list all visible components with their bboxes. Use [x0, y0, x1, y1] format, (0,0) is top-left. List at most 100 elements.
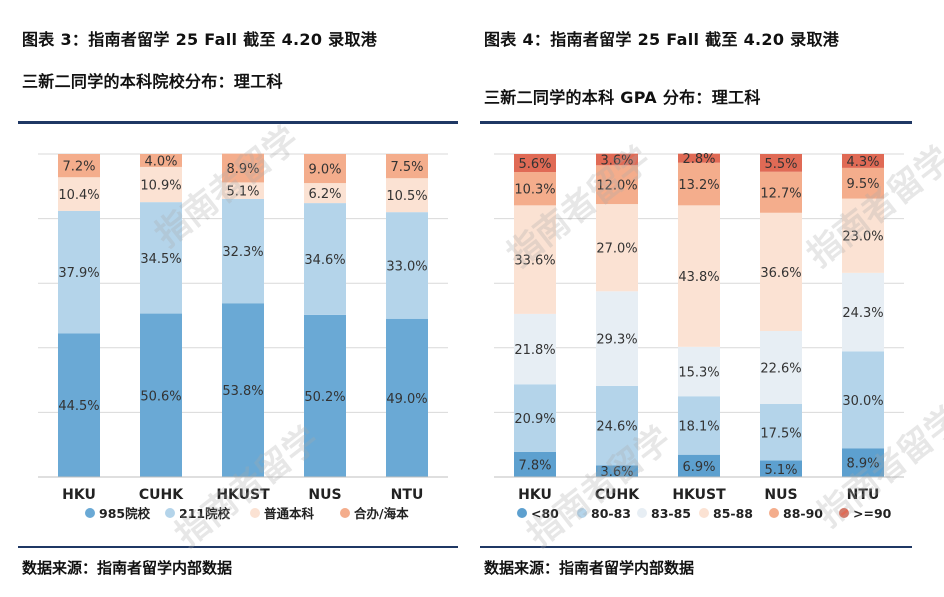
legend-label: 80-83: [591, 506, 631, 521]
chart-title-line1: 图表 4：指南者留学 25 Fall 截至 4.20 录取港: [484, 30, 840, 49]
bar-segment: [596, 204, 638, 292]
data-label: 7.2%: [62, 160, 95, 175]
data-label: 6.9%: [682, 460, 715, 475]
data-label: 18.1%: [678, 419, 719, 434]
bar-segment: [678, 454, 720, 477]
bar-segment: [514, 205, 556, 314]
data-label: 50.6%: [140, 389, 181, 404]
bar-segment: [760, 171, 802, 213]
category-tick-label: HKUST: [216, 487, 270, 503]
data-label: 37.9%: [58, 266, 99, 281]
bar-segment: [842, 448, 884, 477]
bar-segment: [596, 465, 638, 477]
data-source: 数据来源：指南者留学内部数据: [22, 559, 233, 577]
bar-segment: [386, 318, 428, 477]
data-label: 30.0%: [842, 394, 883, 409]
legend-label: >=90: [853, 506, 892, 521]
bar-segment: [760, 460, 802, 477]
bar-segment: [140, 202, 182, 314]
chart-title-line1: 图表 3：指南者留学 25 Fall 截至 4.20 录取港: [22, 30, 378, 49]
bar-segment: [514, 384, 556, 452]
bar-segment: [678, 346, 720, 397]
school-distribution-chart: 44.5% 37.9% 10.4% 7.2% HKU 50.6% 34.5% 10.9% 4.0…: [38, 153, 448, 521]
data-label: 29.3%: [596, 333, 637, 348]
bar-segment: [760, 154, 802, 172]
data-label: 50.2%: [304, 390, 345, 405]
data-label: 7.8%: [518, 458, 551, 473]
bar-segment: [678, 396, 720, 455]
bar-segment: [58, 177, 100, 211]
data-label: 9.0%: [308, 163, 341, 178]
legend-marker: [577, 508, 587, 518]
legend-marker: [340, 508, 350, 518]
legend-marker: [637, 508, 647, 518]
legend-label: 88-90: [783, 506, 823, 521]
bar-segment: [596, 291, 638, 386]
legend-label: 211院校: [179, 506, 231, 521]
bar-segment: [760, 404, 802, 461]
bar-segment: [140, 154, 182, 167]
data-label: 10.4%: [58, 188, 99, 203]
data-label: 49.0%: [386, 392, 427, 407]
data-label: 3.6%: [600, 465, 633, 480]
data-label: 22.6%: [760, 362, 801, 377]
bar-segment: [760, 331, 802, 405]
bar-segment: [842, 351, 884, 449]
bar-segment: [304, 314, 346, 477]
data-label: 10.5%: [386, 189, 427, 204]
data-label: 32.3%: [222, 245, 263, 260]
bar-segment: [222, 303, 264, 477]
data-label: 44.5%: [58, 399, 99, 414]
data-label: 9.5%: [846, 177, 879, 192]
legend-label: 85-88: [713, 506, 753, 521]
data-label: 4.0%: [144, 154, 177, 169]
category-tick-label: CUHK: [139, 487, 184, 503]
bar-segment: [140, 313, 182, 477]
bar-segment: [514, 451, 556, 477]
data-label: 27.0%: [596, 242, 637, 257]
data-label: 34.5%: [140, 252, 181, 267]
data-label: 2.8%: [682, 152, 715, 167]
bar-segment: [842, 272, 884, 352]
bar-segment: [678, 205, 720, 347]
category-tick-label: NTU: [847, 487, 880, 503]
legend-marker: [699, 508, 709, 518]
data-label: 12.7%: [760, 186, 801, 201]
data-label: 5.5%: [764, 157, 797, 172]
data-label: 15.3%: [678, 366, 719, 381]
data-source: 数据来源：指南者留学内部数据: [484, 559, 695, 577]
data-label: 12.0%: [596, 179, 637, 194]
bar-segment: [514, 154, 556, 173]
legend-label: 普通本科: [264, 506, 315, 521]
left-panel: 图表 3：指南者留学 25 Fall 截至 4.20 录取港 三新二同学的本科院…: [18, 30, 458, 577]
legend-label: 合办/海本: [354, 506, 409, 521]
bar-segment: [678, 162, 720, 206]
legend-label: 83-85: [651, 506, 691, 521]
data-label: 8.9%: [226, 162, 259, 177]
bottom-rule: [18, 546, 458, 548]
category-tick-label: HKU: [62, 487, 96, 503]
data-label: 23.0%: [842, 230, 883, 245]
data-label: 13.2%: [678, 178, 719, 193]
bar-segment: [842, 167, 884, 199]
category-tick-label: CUHK: [595, 487, 640, 503]
data-label: 7.5%: [390, 160, 423, 175]
right-panel: 图表 4：指南者留学 25 Fall 截至 4.20 录取港 三新二同学的本科 …: [472, 0, 944, 597]
bar-segment: [58, 154, 100, 178]
category-tick-label: NUS: [764, 487, 797, 503]
category-tick-label: HKUST: [672, 487, 726, 503]
data-label: 20.9%: [514, 412, 555, 427]
bar-segment: [304, 183, 346, 204]
bar-segment: [514, 172, 556, 206]
data-label: 4.3%: [846, 155, 879, 170]
bar-segment: [596, 165, 638, 205]
data-label: 24.6%: [596, 420, 637, 435]
bar-segment: [678, 153, 720, 163]
category-tick-label: NUS: [308, 487, 341, 503]
data-label: 17.5%: [760, 426, 801, 441]
legend-marker: [839, 508, 849, 518]
bar-segment: [842, 154, 884, 168]
bottom-rule: [480, 546, 912, 548]
data-label: 36.6%: [760, 266, 801, 281]
gpa-distribution-chart: 7.8% 20.9% 21.8% 33.6% 10.3% 5.6% HKU 3.6% 24.6%…: [494, 152, 904, 521]
